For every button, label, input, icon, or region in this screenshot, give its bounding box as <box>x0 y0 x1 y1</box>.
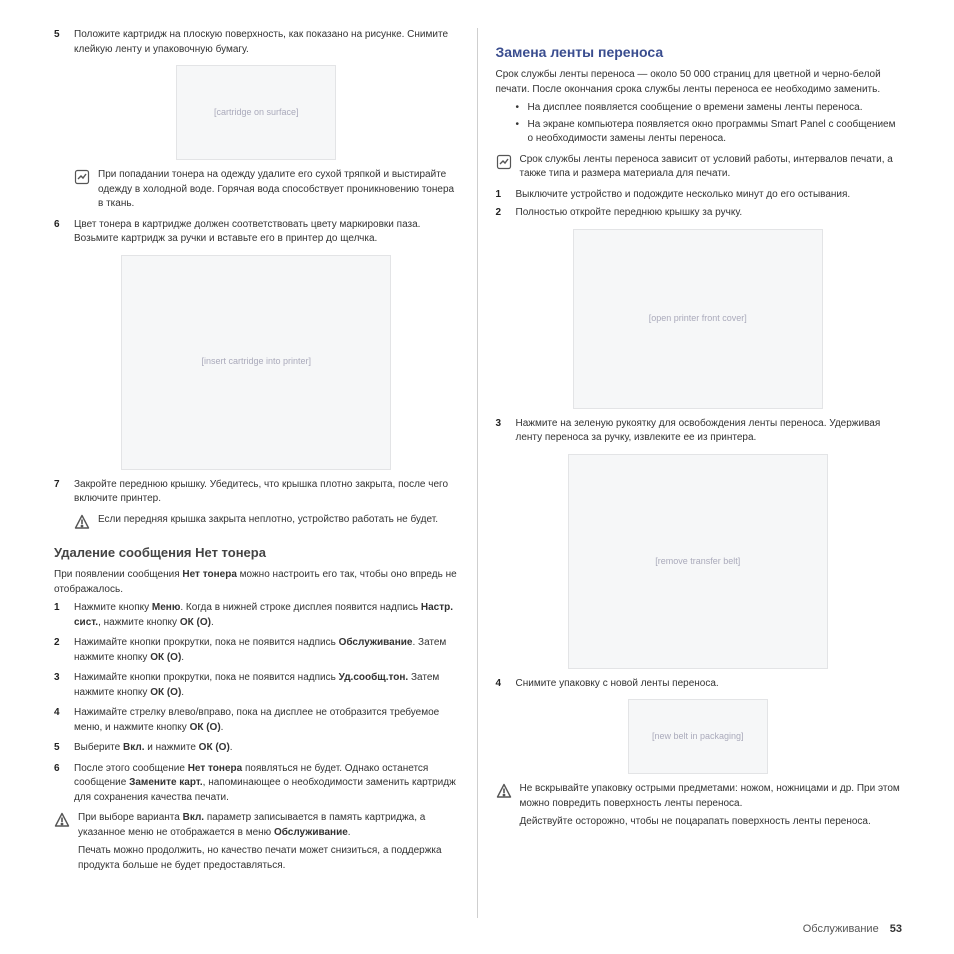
footer-label: Обслуживание <box>803 923 879 935</box>
figure-cartridge-flat: [cartridge on surface] <box>176 65 336 160</box>
step-r4: 4 Снимите упаковку с новой ленты перенос… <box>496 677 901 692</box>
warning-sharp-objects: Не вскрывайте упаковку острыми предметам… <box>496 782 901 834</box>
warning-icon <box>496 783 514 799</box>
note-belt-life: Срок службы ленты переноса зависит от ус… <box>496 153 901 182</box>
step-text: Выключите устройство и подождите несколь… <box>516 188 901 203</box>
list-item: 1 Нажмите кнопку Меню. Когда в нижней ст… <box>54 601 459 630</box>
step-number: 6 <box>54 218 74 247</box>
list-item: 2 Нажимайте кнопки прокрутки, пока не по… <box>54 636 459 665</box>
step-number: 1 <box>496 188 516 203</box>
belt-intro: Срок службы ленты переноса — около 50 00… <box>496 68 901 97</box>
list-item: 4 Нажимайте стрелку влево/вправо, пока н… <box>54 706 459 735</box>
step-number: 4 <box>496 677 516 692</box>
figure-remove-belt: [remove transfer belt] <box>568 454 828 669</box>
step-r3: 3 Нажмите на зеленую рукоятку для освобо… <box>496 417 901 446</box>
warning-text: При выборе варианта Вкл. параметр записы… <box>78 811 459 877</box>
step-text: Цвет тонера в картридже должен соответст… <box>74 218 459 247</box>
note-toner-clothes: При попадании тонера на одежду удалите е… <box>74 168 459 212</box>
list-item: 5 Выберите Вкл. и нажмите ОК (О). <box>54 741 459 756</box>
page-footer: Обслуживание 53 <box>803 922 902 938</box>
step-number: 2 <box>496 206 516 221</box>
step-r1: 1 Выключите устройство и подождите неско… <box>496 188 901 203</box>
step-text: Нажмите на зеленую рукоятку для освобожд… <box>516 417 901 446</box>
step-7: 7 Закройте переднюю крышку. Убедитесь, ч… <box>54 478 459 507</box>
left-column: 5 Положите картридж на плоскую поверхнос… <box>44 28 477 918</box>
heading-replace-belt: Замена ленты переноса <box>496 42 901 62</box>
warning-text: Не вскрывайте упаковку острыми предметам… <box>520 782 901 834</box>
step-text: Снимите упаковку с новой ленты переноса. <box>516 677 901 692</box>
warning-cover-open: Если передняя крышка закрыта неплотно, у… <box>74 513 459 530</box>
step-6: 6 Цвет тонера в картридже должен соответ… <box>54 218 459 247</box>
list-item: 6 После этого сообщение Нет тонера появл… <box>54 762 459 806</box>
note-icon <box>74 169 92 185</box>
procedure-list: 1 Нажмите кнопку Меню. Когда в нижней ст… <box>54 601 459 805</box>
warning-icon <box>54 812 72 828</box>
step-number: 5 <box>54 28 74 57</box>
note-text: Срок службы ленты переноса зависит от ус… <box>520 153 901 182</box>
step-number: 7 <box>54 478 74 507</box>
subheading-clear-no-toner: Удаление сообщения Нет тонера <box>54 544 459 563</box>
figure-new-belt-package: [new belt in packaging] <box>628 699 768 774</box>
list-item: 3 Нажимайте кнопки прокрутки, пока не по… <box>54 671 459 700</box>
figure-insert-cartridge: [insert cartridge into printer] <box>121 255 391 470</box>
sub-intro: При появлении сообщения Нет тонера можно… <box>54 568 459 597</box>
warning-icon <box>74 514 92 530</box>
step-number: 3 <box>496 417 516 446</box>
step-r2: 2 Полностью откройте переднюю крышку за … <box>496 206 901 221</box>
bullet-display-msg: • На дисплее появляется сообщение о врем… <box>516 101 901 116</box>
right-column: Замена ленты переноса Срок службы ленты … <box>477 28 911 918</box>
step-text: Положите картридж на плоскую поверхность… <box>74 28 459 57</box>
bullet-smartpanel: • На экране компьютера появляется окно п… <box>516 118 901 147</box>
warning-vkl-memory: При выборе варианта Вкл. параметр записы… <box>54 811 459 877</box>
page-number: 53 <box>890 923 902 935</box>
note-icon <box>496 154 514 170</box>
step-text: Закройте переднюю крышку. Убедитесь, что… <box>74 478 459 507</box>
note-text: При попадании тонера на одежду удалите е… <box>98 168 459 212</box>
warning-text: Если передняя крышка закрыта неплотно, у… <box>98 513 459 528</box>
figure-open-cover: [open printer front cover] <box>573 229 823 409</box>
step-5: 5 Положите картридж на плоскую поверхнос… <box>54 28 459 57</box>
step-text: Полностью откройте переднюю крышку за ру… <box>516 206 901 221</box>
